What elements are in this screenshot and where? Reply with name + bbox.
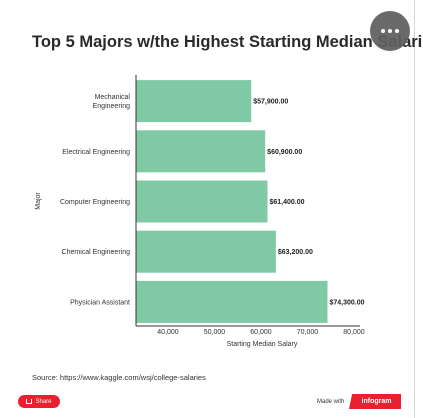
value-label-2: $61,400.00 xyxy=(270,199,305,206)
y-axis-title: Major xyxy=(35,192,42,210)
bar-0 xyxy=(136,80,252,123)
category-label-3: Chemical Engineering xyxy=(62,249,131,256)
value-label-4: $74,300.00 xyxy=(329,299,364,306)
x-tick-label-1: 50,000 xyxy=(204,329,226,336)
value-label-3: $63,200.00 xyxy=(278,249,313,256)
value-label-1: $60,900.00 xyxy=(267,149,302,156)
bar-3 xyxy=(136,230,276,273)
category-label-1: Electrical Engineering xyxy=(62,149,130,156)
source-note: Source: https://www.kaggle.com/wsj/colle… xyxy=(32,373,206,382)
made-with-label: Made with xyxy=(317,399,345,405)
x-tick-label-2: 60,000 xyxy=(250,329,272,336)
bar-4 xyxy=(136,280,328,323)
chart-title: Top 5 Majors w/the Highest Starting Medi… xyxy=(32,33,423,51)
panel-edge xyxy=(414,0,415,418)
x-tick-label-3: 70,000 xyxy=(297,329,319,336)
bar-1 xyxy=(136,130,266,173)
share-label: Share xyxy=(35,398,52,405)
category-label-2: Computer Engineering xyxy=(60,199,130,206)
x-axis-title: Starting Median Salary xyxy=(227,341,298,348)
category-label-0: Mechanical Engineering xyxy=(93,94,131,110)
x-tick-label-4: 80,000 xyxy=(343,329,365,336)
share-button[interactable]: Share xyxy=(18,395,60,408)
share-icon xyxy=(26,399,33,404)
value-label-0: $57,900.00 xyxy=(253,99,288,106)
category-label-4: Physician Assistant xyxy=(70,299,130,306)
x-tick-label-0: 40,000 xyxy=(157,329,179,336)
bar-2 xyxy=(136,180,268,223)
infogram-logo[interactable]: infogram xyxy=(349,394,401,409)
more-options-button[interactable] xyxy=(370,11,410,51)
more-dots-icon xyxy=(381,29,399,33)
